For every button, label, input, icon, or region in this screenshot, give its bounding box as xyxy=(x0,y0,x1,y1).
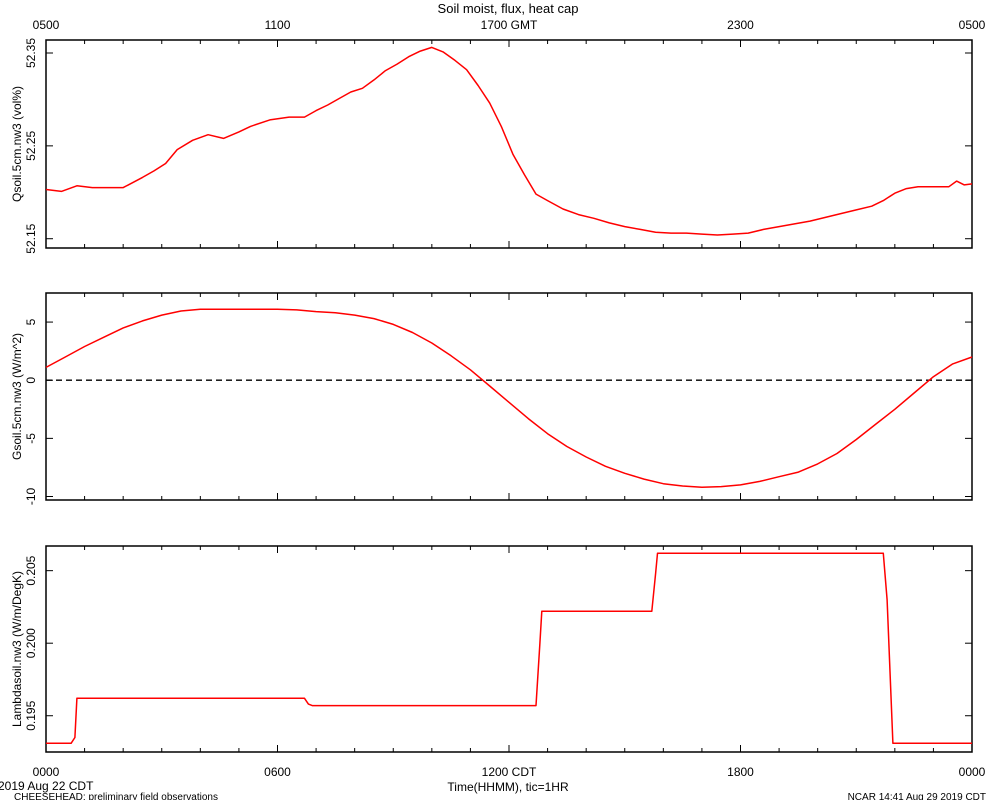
plot-frame xyxy=(45,292,973,501)
top-x-tick-label: 1100 xyxy=(265,18,291,32)
x-axis-label: Time(HHMM), tic=1HR xyxy=(447,780,569,794)
top-x-tick-label: 0500 xyxy=(33,18,60,32)
y-axis-label: Qsoil.5cm.nw3 (vol%) xyxy=(10,86,24,202)
bottom-x-tick-label: 0000 xyxy=(33,765,60,779)
bottom-x-tick-label: 0600 xyxy=(264,765,291,779)
top-x-tick-label: 0500 xyxy=(959,18,986,32)
panel-1: 52.15 52.25 52.35 Qsoil.5cm.nw3 (vol%) 0500 1… xyxy=(10,18,986,254)
bottom-x-tick-label: 0000 xyxy=(959,765,986,779)
panel-2: -10 -5 0 5 Gsoil.5cm.nw3 (W/m^2) xyxy=(10,292,973,506)
y-tick-label: 52.25 xyxy=(24,131,38,161)
bottom-x-tick-label: 1800 xyxy=(727,765,754,779)
panels: 52.15 52.25 52.35 Qsoil.5cm.nw3 (vol%) 0500 1… xyxy=(10,18,986,779)
y-tick-label: 52.35 xyxy=(24,38,38,68)
series-line-1 xyxy=(46,552,972,745)
y-tick-label: 5 xyxy=(24,318,38,325)
y-tick-label: 0.205 xyxy=(24,555,38,585)
top-x-tick-label: 1700 GMT xyxy=(481,18,538,32)
date-label: 2019 Aug 22 CDT xyxy=(0,779,94,793)
y-tick-label: -5 xyxy=(24,433,38,444)
bottom-x-tick-label: 1200 CDT xyxy=(482,765,537,779)
y-tick-label: 0 xyxy=(24,377,38,384)
series-line-1 xyxy=(45,46,973,236)
chart-title: Soil moist, flux, heat cap xyxy=(438,1,579,16)
y-axis-label: Gsoil.5cm.nw3 (W/m^2) xyxy=(10,333,24,460)
y-tick-label: -10 xyxy=(24,488,38,506)
y-tick-label: 0.195 xyxy=(24,700,38,730)
top-x-tick-label: 2300 xyxy=(727,18,754,32)
y-tick-label: 52.15 xyxy=(24,223,38,253)
y-axis-label: Lambdasoil.nw3 (W/m/DegK) xyxy=(10,571,24,727)
plot-frame xyxy=(45,545,973,753)
y-tick-label: 0.200 xyxy=(24,628,38,658)
footer-left: CHEESEHEAD: preliminary field observatio… xyxy=(14,792,218,800)
footer-right: NCAR 14:41 Aug 29 2019 CDT xyxy=(848,792,986,800)
series-line-1 xyxy=(45,308,973,488)
